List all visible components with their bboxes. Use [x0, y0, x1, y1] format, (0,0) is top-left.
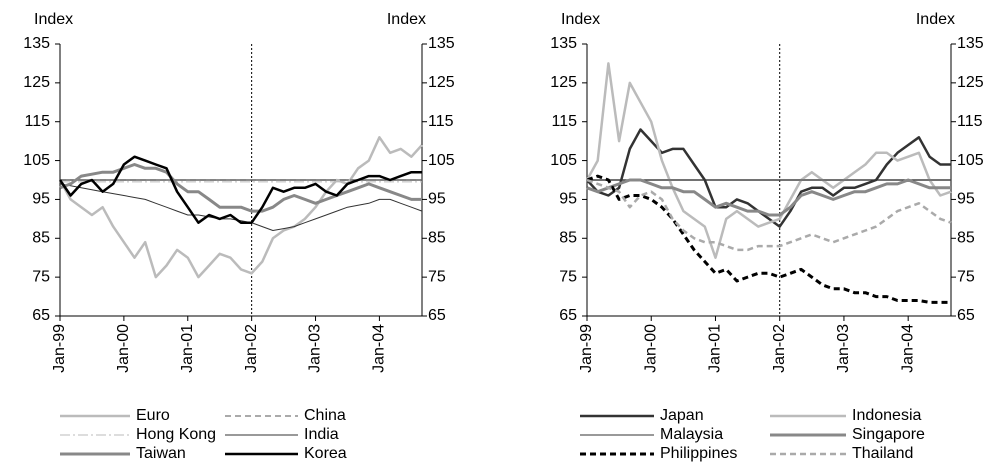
legend-label: Singapore: [852, 426, 925, 443]
y2-tick-label: 105: [957, 152, 984, 169]
y2-tick-label: 125: [428, 74, 455, 91]
y-axis-label: Index: [34, 11, 73, 28]
data-line: [59, 183, 423, 231]
y-tick-label: 65: [32, 307, 50, 324]
legend-label: Japan: [660, 407, 704, 424]
data-line: [59, 163, 422, 213]
y-tick-label: 135: [550, 35, 577, 52]
y-axis-label: Index: [561, 11, 600, 28]
y-tick-label: 125: [23, 74, 50, 91]
legend-label: Malaysia: [660, 426, 723, 443]
y-tick-label: 95: [32, 191, 50, 208]
y-tick-label: 105: [23, 152, 50, 169]
y2-tick-label: 115: [957, 113, 983, 130]
legend-label: India: [304, 426, 339, 443]
y-tick-label: 115: [551, 113, 577, 130]
data-line: [58, 155, 422, 224]
y2-tick-label: 65: [428, 307, 446, 324]
x-tick-label: Jan-02: [243, 324, 260, 373]
x-tick-label: Jan-04: [899, 324, 916, 373]
y-tick-label: 115: [24, 113, 50, 130]
y-tick-label: 85: [32, 230, 50, 247]
y-tick-label: 125: [550, 74, 577, 91]
x-tick-label: Jan-04: [371, 324, 388, 373]
y-tick-label: 65: [559, 307, 577, 324]
data-line: [586, 178, 952, 252]
y2-tick-label: 115: [428, 113, 454, 130]
x-tick-label: Jan-99: [578, 324, 595, 373]
y2-tick-label: 75: [428, 268, 446, 285]
y-tick-label: 75: [32, 268, 50, 285]
y2-tick-label: 85: [428, 230, 446, 247]
x-tick-label: Jan-00: [642, 324, 659, 373]
y-tick-label: 75: [559, 268, 577, 285]
y2-tick-label: 75: [957, 268, 975, 285]
data-line: [586, 174, 951, 304]
legend-label: Korea: [304, 445, 347, 462]
y2-tick-label: 95: [957, 191, 975, 208]
y-tick-label: 85: [559, 230, 577, 247]
y2-axis-label: Index: [387, 11, 426, 28]
legend-label: Euro: [136, 407, 170, 424]
legend-label: China: [304, 407, 346, 424]
y2-tick-label: 65: [957, 307, 975, 324]
y2-tick-label: 135: [428, 35, 455, 52]
legend-label: Thailand: [852, 445, 913, 462]
x-tick-label: Jan-01: [179, 324, 196, 373]
data-line: [585, 62, 952, 259]
data-line: [586, 178, 951, 217]
y2-axis-label: Index: [916, 11, 955, 28]
legend-label: Indonesia: [852, 407, 921, 424]
y-tick-label: 95: [559, 191, 577, 208]
x-tick-label: Jan-01: [707, 324, 724, 373]
x-tick-label: Jan-03: [307, 324, 324, 373]
y2-tick-label: 135: [957, 35, 984, 52]
y2-tick-label: 125: [957, 74, 984, 91]
y-tick-label: 105: [550, 152, 577, 169]
data-line: [586, 128, 951, 228]
x-tick-label: Jan-99: [51, 324, 68, 373]
y2-tick-label: 85: [957, 230, 975, 247]
y-tick-label: 135: [23, 35, 50, 52]
legend-label: Taiwan: [136, 445, 186, 462]
y2-tick-label: 105: [428, 152, 455, 169]
data-line: [58, 136, 423, 279]
legend-label: Hong Kong: [136, 426, 216, 443]
x-tick-label: Jan-00: [115, 324, 132, 373]
legend-label: Philippines: [660, 445, 737, 462]
y2-tick-label: 95: [428, 191, 446, 208]
x-tick-label: Jan-02: [771, 324, 788, 373]
x-tick-label: Jan-03: [835, 324, 852, 373]
